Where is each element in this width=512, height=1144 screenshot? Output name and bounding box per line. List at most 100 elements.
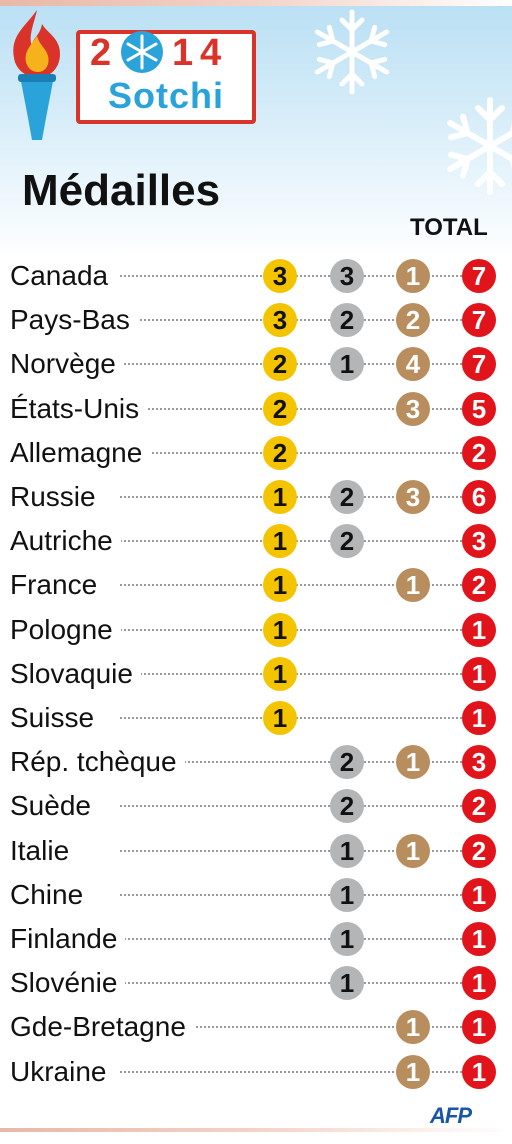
total-count: 2 xyxy=(462,789,496,823)
total-count: 1 xyxy=(462,966,496,1000)
country-name: Norvège xyxy=(10,342,124,386)
bottom-rule xyxy=(0,1128,512,1132)
dotted-leader xyxy=(120,1026,482,1028)
total-count: 3 xyxy=(462,745,496,779)
bronze-medal-count: 1 xyxy=(396,568,430,602)
page-title: Médailles xyxy=(22,166,221,215)
dotted-leader xyxy=(120,717,482,719)
silver-medal-count: 2 xyxy=(330,524,364,558)
country-name: Finlande xyxy=(10,917,126,961)
table-row: Suisse 1 1 xyxy=(0,696,512,740)
table-row: États-Unis 2 3 5 xyxy=(0,387,512,431)
dotted-leader xyxy=(120,629,482,631)
afp-logo: AFP xyxy=(430,1103,472,1128)
country-name: Russie xyxy=(10,475,104,519)
silver-medal-count: 2 xyxy=(330,745,364,779)
silver-medal-count: 2 xyxy=(330,789,364,823)
total-count: 2 xyxy=(462,568,496,602)
total-count: 7 xyxy=(462,347,496,381)
dotted-leader xyxy=(120,982,482,984)
silver-medal-count: 1 xyxy=(330,922,364,956)
total-count: 1 xyxy=(462,657,496,691)
total-count: 1 xyxy=(462,922,496,956)
table-row: Ukraine 1 1 xyxy=(0,1050,512,1094)
gold-medal-count: 2 xyxy=(263,436,297,470)
gold-medal-count: 2 xyxy=(263,347,297,381)
table-row: Slovaquie 1 1 xyxy=(0,652,512,696)
dotted-leader xyxy=(120,452,482,454)
dotted-leader xyxy=(120,850,482,852)
silver-medal-count: 1 xyxy=(330,878,364,912)
country-name: Rép. tchèque xyxy=(10,740,185,784)
dotted-leader xyxy=(120,894,482,896)
dotted-leader xyxy=(120,363,482,365)
silver-medal-count: 2 xyxy=(330,303,364,337)
country-name: Suède xyxy=(10,784,99,828)
total-count: 7 xyxy=(462,303,496,337)
bronze-medal-count: 3 xyxy=(396,480,430,514)
table-row: Russie 1 2 3 6 xyxy=(0,475,512,519)
table-row: Finlande 1 1 xyxy=(0,917,512,961)
logo-frame xyxy=(76,30,256,124)
country-name: Slovénie xyxy=(10,961,126,1005)
total-count: 1 xyxy=(462,613,496,647)
silver-medal-count: 1 xyxy=(330,834,364,868)
gold-medal-count: 3 xyxy=(263,259,297,293)
country-name: Ukraine xyxy=(10,1050,115,1094)
silver-medal-count: 1 xyxy=(330,347,364,381)
gold-medal-count: 1 xyxy=(263,568,297,602)
logo-digit: 4 xyxy=(200,32,222,74)
total-count: 2 xyxy=(462,436,496,470)
gold-medal-count: 1 xyxy=(263,701,297,735)
total-count: 3 xyxy=(462,524,496,558)
gold-medal-count: 1 xyxy=(263,480,297,514)
table-row: Chine 1 1 xyxy=(0,873,512,917)
dotted-leader xyxy=(120,496,482,498)
table-row: Allemagne 2 2 xyxy=(0,431,512,475)
dotted-leader xyxy=(120,319,482,321)
total-count: 2 xyxy=(462,834,496,868)
table-row: France 1 1 2 xyxy=(0,563,512,607)
table-row: Rép. tchèque 2 1 3 xyxy=(0,740,512,784)
snowflake-zero-icon xyxy=(121,31,163,73)
country-name: Pays-Bas xyxy=(10,298,138,342)
country-name: Canada xyxy=(10,254,117,298)
table-row: Slovénie 1 1 xyxy=(0,961,512,1005)
table-row: Pologne 1 1 xyxy=(0,608,512,652)
country-name: Slovaquie xyxy=(10,652,141,696)
total-count: 7 xyxy=(462,259,496,293)
bronze-medal-count: 1 xyxy=(396,1010,430,1044)
country-name: États-Unis xyxy=(10,387,148,431)
bronze-medal-count: 1 xyxy=(396,1055,430,1089)
logo-digit: 2 xyxy=(90,32,112,74)
table-row: Suède 2 2 xyxy=(0,784,512,828)
snowflake-icon xyxy=(440,97,512,196)
dotted-leader xyxy=(120,584,482,586)
total-count: 6 xyxy=(462,480,496,514)
gold-medal-count: 1 xyxy=(263,613,297,647)
dotted-leader xyxy=(120,673,482,675)
total-column-header: TOTAL xyxy=(410,214,488,241)
total-count: 5 xyxy=(462,392,496,426)
table-row: Autriche 1 2 3 xyxy=(0,519,512,563)
logo-year: 2 1 4 xyxy=(76,30,256,76)
total-count: 1 xyxy=(462,878,496,912)
dotted-leader xyxy=(120,1071,482,1073)
table-row: Italie 1 1 2 xyxy=(0,829,512,873)
dotted-leader xyxy=(120,761,482,763)
gold-medal-count: 1 xyxy=(263,524,297,558)
gold-medal-count: 1 xyxy=(263,657,297,691)
silver-medal-count: 3 xyxy=(330,259,364,293)
silver-medal-count: 1 xyxy=(330,966,364,1000)
total-count: 1 xyxy=(462,1055,496,1089)
bronze-medal-count: 1 xyxy=(396,259,430,293)
bronze-medal-count: 1 xyxy=(396,745,430,779)
gold-medal-count: 3 xyxy=(263,303,297,337)
snowflake-icon xyxy=(308,9,396,96)
silver-medal-count: 2 xyxy=(330,480,364,514)
country-name: Suisse xyxy=(10,696,103,740)
logo-name: Sotchi xyxy=(107,75,224,116)
dotted-leader xyxy=(120,408,482,410)
bronze-medal-count: 3 xyxy=(396,392,430,426)
bronze-medal-count: 4 xyxy=(396,347,430,381)
